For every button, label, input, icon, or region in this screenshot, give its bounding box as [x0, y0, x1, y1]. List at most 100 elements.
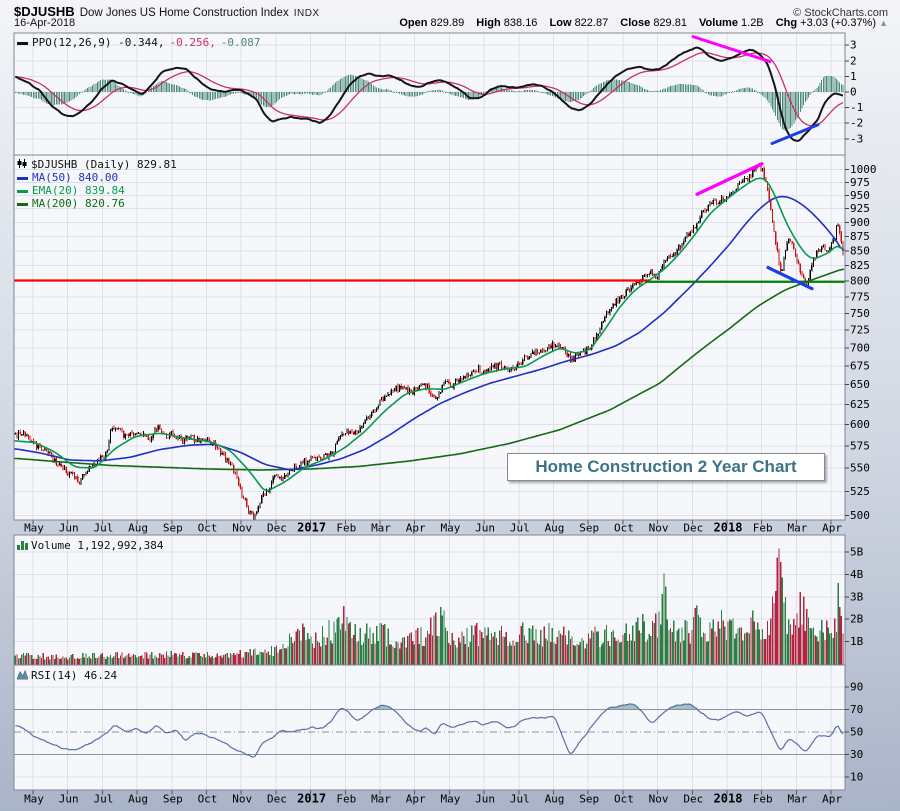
price-legend-text-3: MA(200) 820.76	[32, 197, 125, 210]
symbol: $DJUSHB	[14, 4, 75, 19]
svg-text:Dec: Dec	[683, 793, 703, 806]
ppo-legend: PPO(12,26,9) -0.344, -0.256, -0.087	[17, 36, 261, 49]
svg-text:Jun: Jun	[475, 522, 495, 535]
svg-text:May: May	[440, 793, 460, 806]
ppo-legend-part-2: -0.087	[221, 36, 261, 49]
svg-text:Jun: Jun	[59, 522, 79, 535]
low-label: Low	[549, 17, 572, 29]
rsi-legend-text-0: RSI(14) 46.24	[31, 669, 118, 682]
svg-text:Sep: Sep	[163, 793, 183, 806]
svg-text:675: 675	[850, 359, 870, 372]
svg-text:Nov: Nov	[649, 793, 669, 806]
svg-text:775: 775	[850, 290, 870, 303]
svg-text:825: 825	[850, 259, 870, 272]
svg-text:Apr: Apr	[406, 793, 426, 806]
svg-text:875: 875	[850, 230, 870, 243]
svg-text:Mar: Mar	[787, 522, 807, 535]
ppo-legend-text-0: PPO(12,26,9) -0.344,	[32, 36, 165, 49]
svg-text:Aug: Aug	[545, 793, 565, 806]
volume-legend-part-0: Volume 1,192,992,384	[17, 539, 163, 552]
svg-text:Oct: Oct	[198, 793, 218, 806]
svg-text:70: 70	[850, 703, 863, 716]
svg-text:Jul: Jul	[510, 522, 530, 535]
svg-text:Apr: Apr	[822, 793, 842, 806]
svg-text:50: 50	[850, 726, 863, 739]
svg-text:3B: 3B	[850, 590, 864, 603]
svg-text:2B: 2B	[850, 613, 864, 626]
open-label: Open	[399, 17, 428, 29]
svg-text:Aug: Aug	[545, 522, 565, 535]
svg-text:-2: -2	[850, 117, 863, 130]
volume-value: 1.2B	[741, 17, 764, 29]
svg-text:850: 850	[850, 244, 870, 257]
svg-text:950: 950	[850, 189, 870, 202]
svg-text:Dec: Dec	[683, 522, 703, 535]
svg-text:625: 625	[850, 398, 870, 411]
price-legend-text-1: MA(50) 840.00	[32, 171, 119, 184]
svg-text:Dec: Dec	[267, 793, 287, 806]
legend-dash-icon	[17, 41, 28, 45]
close-label: Close	[620, 17, 651, 29]
ppo-legend-text-1: -0.256,	[169, 36, 216, 49]
svg-text:900: 900	[850, 216, 870, 229]
svg-text:525: 525	[850, 485, 870, 498]
legend-dash-icon	[17, 202, 28, 206]
high-value: 838.16	[503, 17, 538, 29]
legend-dash-icon	[17, 176, 28, 180]
svg-text:Nov: Nov	[232, 793, 252, 806]
svg-text:925: 925	[850, 202, 870, 215]
svg-text:Oct: Oct	[198, 522, 218, 535]
svg-text:700: 700	[850, 341, 870, 354]
svg-text:2018: 2018	[714, 521, 743, 535]
svg-text:Jul: Jul	[93, 793, 113, 806]
svg-text:Nov: Nov	[649, 522, 669, 535]
symbol-name: Dow Jones US Home Construction Index	[79, 7, 289, 19]
svg-text:10: 10	[850, 771, 863, 784]
svg-text:500: 500	[850, 509, 870, 522]
low-value: 822.87	[574, 17, 609, 29]
svg-text:750: 750	[850, 307, 870, 320]
svg-text:Jul: Jul	[93, 522, 113, 535]
high-label: High	[476, 17, 501, 29]
svg-text:2017: 2017	[297, 521, 326, 535]
ppo-legend-part-1: -0.256,	[169, 36, 215, 49]
svg-text:Feb: Feb	[753, 793, 773, 806]
svg-text:May: May	[440, 522, 460, 535]
header-row-2: 16-Apr-2018 Open 829.89 High 838.16 Low …	[14, 17, 888, 29]
svg-text:May: May	[24, 522, 44, 535]
svg-text:-1: -1	[850, 101, 863, 114]
svg-text:2018: 2018	[714, 792, 743, 806]
stockcharts-watermark: © StockCharts.com	[793, 7, 888, 19]
svg-text:800: 800	[850, 275, 870, 288]
svg-text:Oct: Oct	[614, 522, 634, 535]
svg-text:-3: -3	[850, 132, 863, 145]
svg-text:0: 0	[850, 86, 857, 99]
svg-text:3: 3	[850, 39, 857, 52]
svg-text:Mar: Mar	[787, 793, 807, 806]
volume-bars-icon	[17, 541, 28, 550]
annotation-box: Home Construction 2 Year Chart	[507, 453, 825, 481]
svg-text:Jul: Jul	[510, 793, 530, 806]
svg-text:Apr: Apr	[406, 522, 426, 535]
svg-text:Feb: Feb	[336, 793, 356, 806]
legend-dash-icon	[17, 189, 28, 193]
svg-text:Mar: Mar	[371, 522, 391, 535]
svg-text:Feb: Feb	[336, 522, 356, 535]
svg-text:4B: 4B	[850, 568, 864, 581]
price-legend-part-0: $DJUSHB (Daily) 829.81	[17, 158, 177, 171]
volume-legend-text-0: Volume 1,192,992,384	[31, 539, 164, 552]
svg-text:Mar: Mar	[371, 793, 391, 806]
open-value: 829.89	[430, 17, 465, 29]
svg-text:Jun: Jun	[59, 793, 79, 806]
quote-strip: Open 829.89 High 838.16 Low 822.87 Close…	[390, 17, 888, 29]
svg-text:2: 2	[850, 54, 857, 67]
svg-text:Dec: Dec	[267, 522, 287, 535]
svg-text:1B: 1B	[850, 635, 864, 648]
svg-text:Aug: Aug	[128, 522, 148, 535]
chart-date: 16-Apr-2018	[14, 17, 76, 29]
exchange: INDX	[293, 8, 320, 19]
price-legend-part-1: MA(50) 840.00	[17, 171, 177, 184]
ppo-legend-part-0: PPO(12,26,9) -0.344,	[17, 36, 164, 49]
svg-text:Aug: Aug	[128, 793, 148, 806]
